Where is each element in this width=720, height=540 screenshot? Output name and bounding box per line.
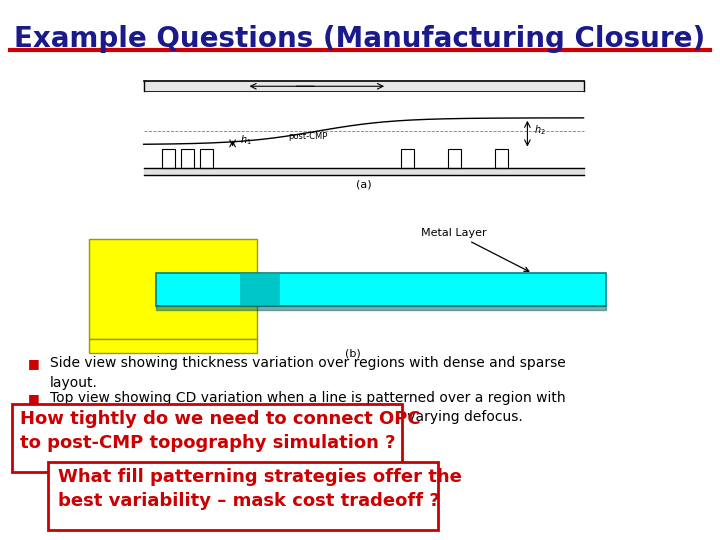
Bar	[495, 150, 508, 167]
Text: ■: ■	[28, 392, 40, 405]
Text: (b): (b)	[345, 348, 361, 358]
Bar	[12, 404, 402, 472]
Text: How tightly do we need to connect OPC
to post-CMP topography simulation ?: How tightly do we need to connect OPC to…	[20, 410, 420, 453]
Text: What fill patterning strategies offer the
best variability – mask cost tradeoff : What fill patterning strategies offer th…	[58, 468, 462, 510]
Bar	[89, 239, 257, 339]
Text: (a): (a)	[356, 179, 372, 189]
Bar	[448, 150, 461, 167]
Bar	[162, 150, 176, 167]
Bar	[240, 273, 280, 306]
Text: $h_2$: $h_2$	[534, 124, 546, 138]
Text: Example Questions (Manufacturing Closure): Example Questions (Manufacturing Closure…	[14, 25, 706, 53]
Bar	[401, 150, 414, 167]
Bar	[200, 150, 213, 167]
Bar	[48, 462, 438, 530]
Text: ■: ■	[28, 357, 40, 370]
Text: Top view showing CD variation when a line is patterned over a region with
uneven: Top view showing CD variation when a lin…	[50, 391, 566, 424]
Text: Side view showing thickness variation over regions with dense and sparse
layout.: Side view showing thickness variation ov…	[50, 356, 566, 389]
Text: Metal Layer: Metal Layer	[421, 228, 528, 271]
Bar	[89, 339, 257, 353]
Text: $h_1$: $h_1$	[240, 133, 251, 147]
Bar	[181, 150, 194, 167]
Text: post-CMP: post-CMP	[288, 132, 327, 140]
Bar	[156, 273, 606, 306]
